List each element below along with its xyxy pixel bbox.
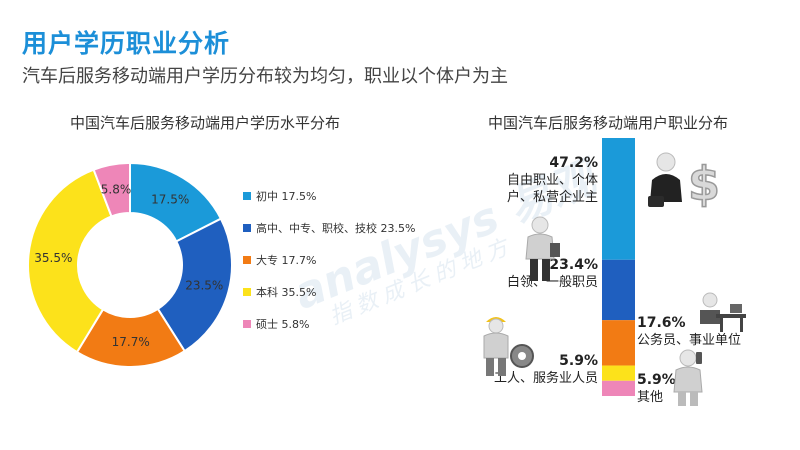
occupation-percent: 17.6% xyxy=(637,315,686,331)
occupation-chart-title: 中国汽车后服务移动端用户职业分布 xyxy=(488,114,729,132)
official-desk-icon xyxy=(700,292,746,332)
donut-data-label-0: 17.5% xyxy=(151,192,189,206)
occupation-category: 工人、服务业人员 xyxy=(493,371,598,386)
occupation-percent: 5.9% xyxy=(559,353,598,369)
occupation-label-1: 23.4% 白领、一般职员 xyxy=(490,257,598,291)
office-worker-icon xyxy=(525,216,560,281)
donut-data-label-3: 35.5% xyxy=(34,251,72,265)
legend-swatch xyxy=(243,288,251,296)
donut-data-label-1: 23.5% xyxy=(185,278,223,292)
donut-data-label-4: 5.8% xyxy=(101,182,132,196)
legend-swatch xyxy=(243,224,251,232)
page-title: 用户学历职业分析 xyxy=(22,29,231,58)
occupation-percent: 5.9% xyxy=(637,372,676,388)
occupation-label-0: 47.2% 自由职业、个体 户、私营企业主 xyxy=(490,155,598,206)
occupation-category: 公务员、事业单位 xyxy=(637,333,742,348)
legend-label: 初中 17.5% xyxy=(256,190,317,203)
donut-slice-3 xyxy=(27,168,113,354)
donut-slice-4 xyxy=(92,161,131,218)
businessman-dollar-icon: $ xyxy=(648,152,720,212)
legend-swatch xyxy=(243,192,251,200)
legend-item: 大专 17.7% xyxy=(243,252,316,268)
worker-with-gear-icon xyxy=(483,317,534,376)
legend-label: 大专 17.7% xyxy=(256,254,317,267)
occupation-percent: 47.2% xyxy=(549,155,598,171)
donut-data-label-2: 17.7% xyxy=(112,335,150,349)
occupation-category: 白领、一般职员 xyxy=(506,275,598,290)
occupation-label-3: 5.9% 工人、服务业人员 xyxy=(478,353,598,387)
occupation-percent: 23.4% xyxy=(549,257,598,273)
legend-item: 本科 35.5% xyxy=(243,284,316,300)
legend-label: 本科 35.5% xyxy=(256,286,317,299)
page-subtitle: 汽车后服务移动端用户学历分布较为均匀，职业以个体户为主 xyxy=(22,66,508,87)
legend-item: 硕士 5.8% xyxy=(243,316,309,332)
legend-swatch xyxy=(243,256,251,264)
phone-person-icon xyxy=(673,349,703,406)
occupation-category: 户、私营企业主 xyxy=(506,190,598,205)
education-chart-title: 中国汽车后服务移动端用户学历水平分布 xyxy=(70,114,341,132)
occupation-category: 其他 xyxy=(637,390,664,405)
occupation-category: 自由职业、个体 xyxy=(506,173,598,188)
occupation-bar-segment-2 xyxy=(602,320,635,366)
legend-label: 硕士 5.8% xyxy=(256,318,310,331)
occupation-label-4: 5.9% 其他 xyxy=(637,372,677,406)
occupation-bar-segment-0 xyxy=(602,138,635,260)
occupation-label-2: 17.6% 公务员、事业单位 xyxy=(637,315,755,349)
donut-slice-1 xyxy=(156,217,233,353)
occupation-bar-segment-4 xyxy=(602,380,635,396)
legend-item: 高中、中专、职校、技校 23.5% xyxy=(243,220,415,236)
legend-label: 高中、中专、职校、技校 23.5% xyxy=(256,222,416,235)
legend-item: 初中 17.5% xyxy=(243,188,316,204)
occupation-bar-segment-1 xyxy=(602,259,635,321)
svg-text:$: $ xyxy=(688,157,720,211)
legend-swatch xyxy=(243,320,251,328)
occupation-bar-segment-3 xyxy=(602,365,635,381)
